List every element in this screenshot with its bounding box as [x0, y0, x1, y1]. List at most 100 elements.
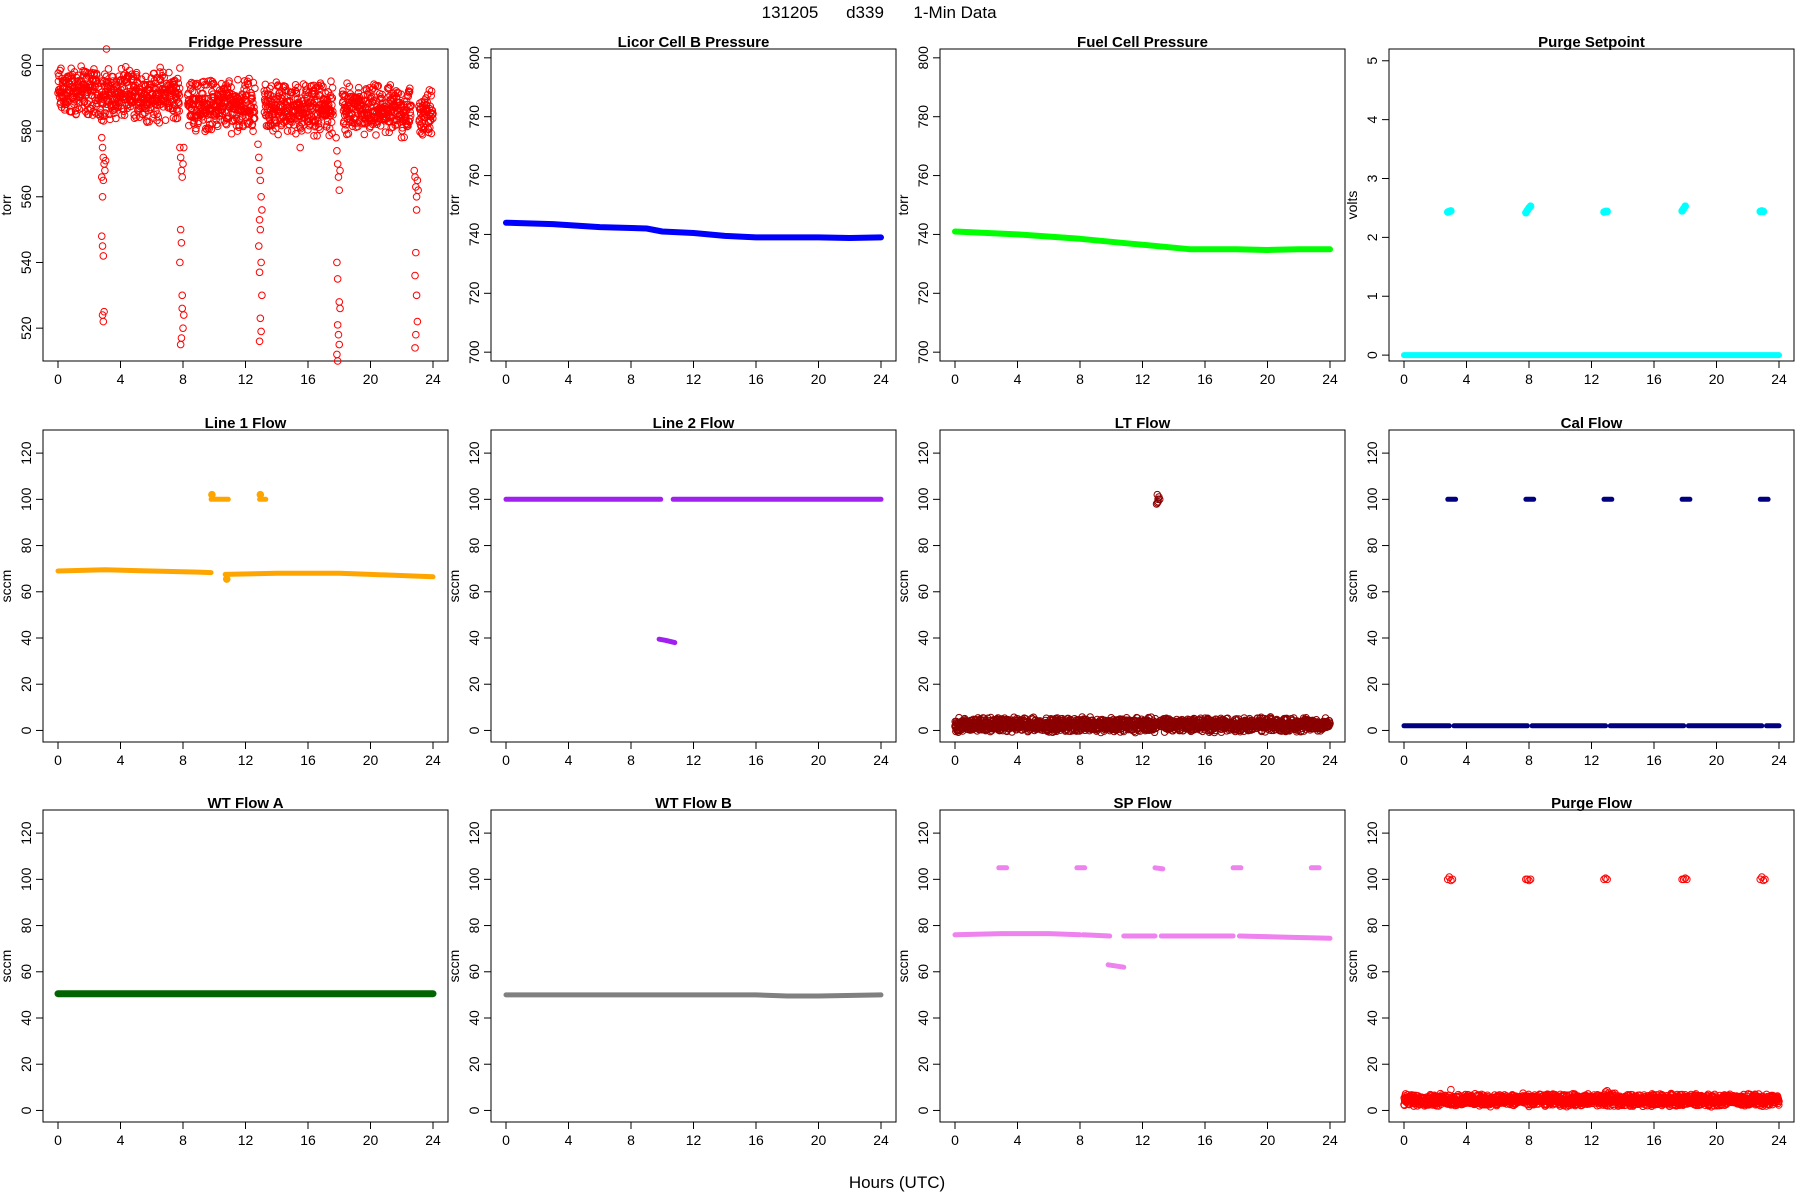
x-tick-label: 24: [873, 1132, 889, 1148]
data-point: [376, 122, 385, 130]
data-point: [351, 115, 360, 123]
y-axis-label: sccm: [446, 570, 462, 603]
panel-title: SP Flow: [1113, 795, 1171, 812]
data-point: [378, 90, 387, 99]
data-point: [401, 108, 409, 117]
series-2: [656, 636, 678, 646]
panel-title: Line 2 Flow: [653, 415, 735, 432]
series-1: [222, 570, 436, 580]
data-point: [154, 113, 163, 121]
y-tick-label: 0: [18, 1106, 34, 1114]
y-tick-label: 60: [915, 584, 931, 600]
data-point: [412, 206, 421, 214]
data-point: [177, 166, 186, 175]
y-tick-label: 3: [1364, 174, 1380, 182]
data-point: [255, 337, 264, 346]
x-tick-label: 12: [238, 371, 254, 387]
series-line: [1152, 865, 1166, 872]
data-point: [323, 117, 332, 126]
y-tick-label: 120: [915, 821, 931, 845]
data-point: [185, 121, 193, 130]
data-point: [413, 317, 422, 326]
data-point: [207, 125, 216, 134]
y-tick-label: 5: [1364, 57, 1380, 65]
x-tick-label: 20: [1709, 371, 1725, 387]
y-axis-label: sccm: [0, 570, 14, 603]
data-point: [92, 102, 100, 111]
x-tick-label: 0: [54, 1132, 62, 1148]
data-point: [176, 153, 185, 162]
x-tick-label: 8: [1525, 1132, 1533, 1148]
x-tick-label: 8: [179, 1132, 187, 1148]
y-tick-label: 80: [18, 538, 34, 554]
x-tick-label: 24: [1322, 1132, 1338, 1148]
data-point: [177, 334, 186, 342]
series-1: [1152, 490, 1164, 508]
data-point: [204, 94, 213, 103]
data-point: [179, 324, 187, 332]
data-point: [73, 103, 82, 112]
data-point: [327, 77, 335, 86]
data-point: [400, 133, 408, 142]
data-point: [208, 490, 216, 499]
y-tick-label: 120: [466, 441, 482, 465]
plot-frame: [42, 809, 449, 1123]
y-tick-label: 0: [1364, 351, 1380, 359]
data-point: [332, 133, 340, 142]
data-point: [335, 340, 344, 349]
data-point: [159, 68, 167, 77]
y-tick-label: 80: [466, 918, 482, 934]
x-tick-label: 12: [1584, 752, 1600, 768]
data-point: [77, 62, 85, 70]
x-tick-label: 16: [1197, 1132, 1213, 1148]
x-tick-label: 4: [1463, 371, 1471, 387]
data-point: [412, 248, 420, 257]
x-tick-label: 16: [748, 1132, 764, 1148]
y-tick-label: 520: [18, 316, 34, 340]
data-point: [227, 83, 235, 92]
x-tick-label: 0: [502, 752, 510, 768]
y-tick-label: 760: [915, 164, 931, 188]
data-point: [112, 114, 120, 123]
data-point: [176, 258, 184, 267]
x-tick-label: 8: [1076, 1132, 1084, 1148]
x-tick-label: 16: [300, 752, 316, 768]
panel-title: Fuel Cell Pressure: [1077, 34, 1208, 51]
data-point: [333, 321, 342, 329]
x-tick-label: 0: [1400, 371, 1408, 387]
y-axis-label: sccm: [0, 950, 14, 983]
data-point: [328, 107, 337, 116]
data-point: [316, 125, 324, 134]
data-point: [310, 117, 319, 126]
series-line: [1105, 962, 1127, 970]
series-0: [54, 62, 437, 142]
data-point: [173, 107, 181, 115]
y-axis-label: torr: [446, 194, 462, 215]
data-point: [156, 63, 164, 72]
x-tick-label: 20: [363, 752, 379, 768]
y-tick-label: 20: [1364, 676, 1380, 692]
data-point: [179, 160, 187, 168]
data-point: [412, 330, 420, 339]
data-point: [194, 117, 203, 126]
data-point: [427, 129, 436, 138]
x-tick-label: 24: [425, 371, 441, 387]
data-point: [128, 97, 137, 106]
figure-title-resolution: 1-Min Data: [913, 3, 997, 22]
data-point: [97, 133, 106, 142]
data-point: [204, 115, 212, 123]
data-point: [363, 103, 371, 112]
x-tick-label: 24: [425, 752, 441, 768]
x-tick-label: 0: [1400, 1132, 1408, 1148]
data-point: [248, 94, 256, 102]
data-point: [175, 107, 184, 115]
x-tick-label: 8: [627, 371, 635, 387]
series-0: [952, 931, 1083, 938]
data-point: [200, 94, 209, 102]
data-point: [333, 350, 341, 359]
x-tick-label: 20: [811, 752, 827, 768]
y-tick-label: 760: [466, 164, 482, 188]
data-point: [274, 130, 282, 139]
data-point: [328, 83, 337, 92]
